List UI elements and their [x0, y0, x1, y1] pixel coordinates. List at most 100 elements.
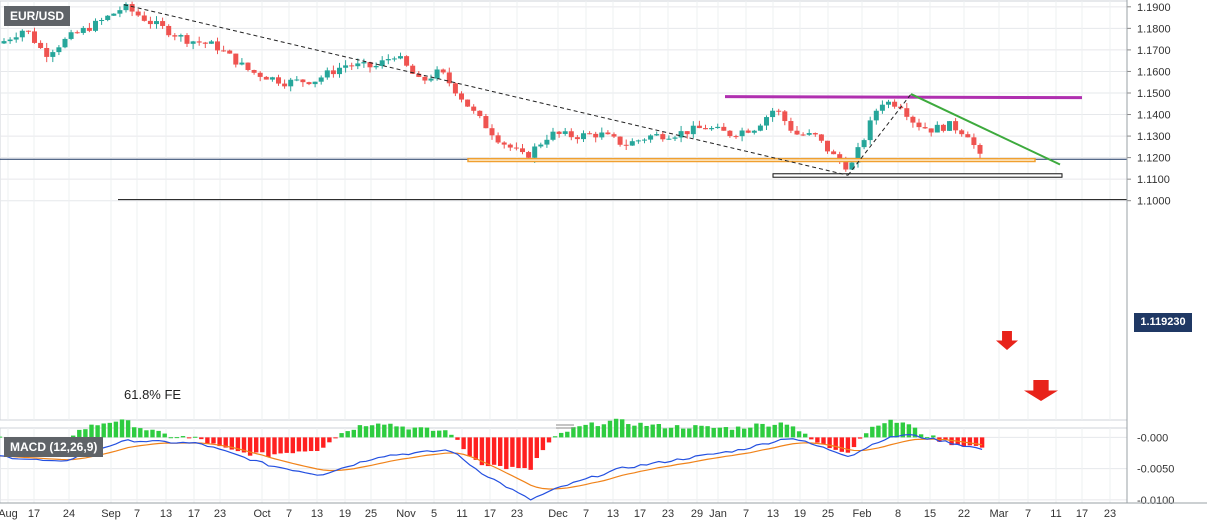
macd-histogram-bar [125, 420, 131, 438]
candle-body [660, 134, 666, 140]
macd-histogram-bar [632, 425, 637, 438]
lower-zone [772, 173, 1063, 178]
macd-histogram-bar [424, 427, 430, 438]
support-zone [467, 157, 1036, 163]
macd-histogram-bar [918, 434, 924, 438]
candle-body [544, 139, 550, 145]
macd-histogram-bar [193, 436, 198, 438]
time-tick-label: 11 [1050, 508, 1061, 520]
candle-body [440, 69, 446, 73]
candle-body [86, 27, 92, 31]
time-tick-label: 23 [1104, 508, 1116, 520]
candle-body [526, 152, 532, 158]
time-tick-label: 23 [662, 508, 674, 520]
candle-body [221, 50, 227, 52]
macd-histogram-bar [333, 437, 338, 439]
candle-body [74, 32, 80, 34]
price-tick-label: 1.1700 [1137, 45, 1171, 57]
macd-histogram-bar [113, 421, 119, 438]
candle-body [812, 133, 818, 135]
macd-histogram-bar [247, 437, 253, 456]
macd-histogram-bar [89, 424, 94, 438]
candle-body [532, 146, 538, 158]
candle-body [928, 128, 934, 133]
macd-histogram-bar [565, 431, 570, 438]
candle-body [404, 56, 410, 66]
macd-histogram-bar [601, 424, 607, 438]
macd-histogram-bar [223, 437, 228, 448]
macd-histogram-bar [589, 422, 594, 438]
macd-histogram-bar [315, 437, 320, 451]
time-tick-label: 29 [691, 508, 703, 520]
macd-histogram-bar [699, 425, 704, 438]
macd-histogram-bar [711, 427, 716, 438]
macd-histogram-bar [412, 427, 417, 438]
fe-level-label: 61.8% FE [124, 387, 182, 402]
macd-histogram-bar [467, 437, 472, 457]
time-tick-label: Mar [990, 508, 1009, 520]
macd-histogram-bar [827, 437, 832, 449]
time-tick-label: 13 [160, 508, 172, 520]
candle-body [953, 121, 959, 131]
candle-body [831, 151, 837, 155]
macd-histogram-bar [388, 423, 393, 438]
time-tick-label: 19 [339, 508, 351, 520]
macd-histogram-bar [211, 437, 216, 444]
macd-histogram-bar [595, 426, 600, 438]
macd-histogram-bar [778, 422, 783, 438]
price-tick-label: 1.1500 [1137, 88, 1171, 100]
candle-body [50, 52, 56, 57]
macd-histogram-bar [559, 432, 564, 438]
candle-body [379, 60, 385, 66]
candles [1, 1, 983, 172]
time-tick-label: 17 [1076, 508, 1088, 520]
macd-histogram-bar [162, 433, 167, 438]
macd-histogram-bar [723, 427, 729, 438]
macd-histogram-bar [156, 430, 161, 438]
resistance-line [724, 95, 1083, 100]
time-tick-label: 7 [286, 508, 292, 520]
macd-histogram-bar [967, 437, 973, 446]
candle-body [251, 70, 257, 73]
candle-body [971, 137, 977, 146]
macd-label: MACD (12,26,9) [4, 437, 104, 457]
price-tick-label: 1.1200 [1137, 153, 1171, 165]
macd-histogram-bar [864, 433, 869, 438]
candle-body [709, 128, 715, 130]
small-down-arrow [996, 331, 1018, 350]
macd-histogram-bar [809, 437, 814, 440]
macd-histogram-bar [229, 437, 234, 450]
macd-histogram-bar [180, 436, 186, 438]
macd-histogram-bar [943, 437, 948, 440]
macd-histogram-bar [302, 437, 308, 452]
macd-histogram-bar [821, 437, 826, 444]
macd-histogram-bar [278, 437, 283, 454]
candle-body [886, 101, 891, 105]
candle-body [416, 73, 422, 77]
macd-histogram-bar [839, 437, 844, 452]
time-tick-label: 7 [743, 508, 749, 520]
macd-histogram-bar [241, 437, 247, 453]
macd-histogram-bar [437, 430, 442, 438]
time-tick-label: 17 [484, 508, 496, 520]
macd-histogram-bar [369, 425, 375, 438]
macd-histogram-bar [668, 427, 674, 438]
macd-histogram-bar [132, 427, 137, 438]
price-tick-label: 1.1000 [1137, 196, 1171, 208]
candle-body [672, 137, 678, 139]
macd-line [0, 433, 983, 501]
time-tick-label: Nov [396, 508, 416, 520]
macd-histogram-bar [528, 437, 533, 470]
macd-histogram-bar [351, 429, 356, 438]
candle-body [25, 30, 31, 32]
macd-histogram-bar [754, 423, 759, 438]
macd-histogram-bar [949, 437, 954, 446]
macd-histogram-bar [290, 437, 295, 454]
candle-body [654, 134, 660, 136]
candle-body [330, 70, 336, 75]
macd-histogram-bar [973, 437, 979, 446]
candle-body [373, 65, 379, 68]
current-price-tag: 1.119230 [1134, 313, 1192, 332]
